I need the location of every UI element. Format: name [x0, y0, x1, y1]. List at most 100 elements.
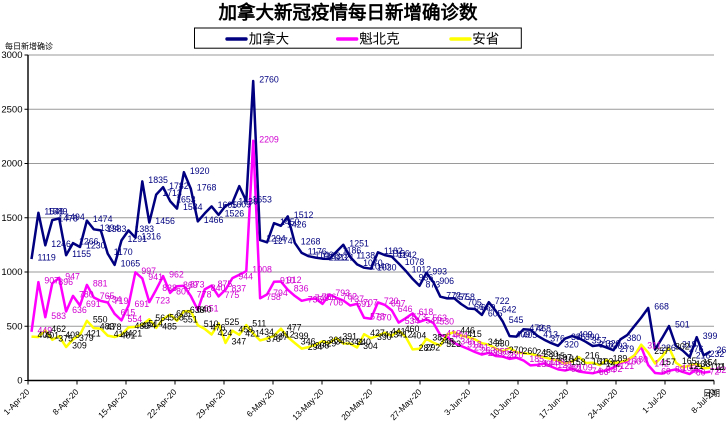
svg-text:875: 875 [218, 279, 233, 289]
svg-text:873: 873 [426, 279, 441, 289]
svg-text:1030: 1030 [377, 262, 397, 272]
svg-text:719: 719 [114, 296, 129, 306]
svg-text:323: 323 [446, 339, 461, 349]
svg-text:640: 640 [197, 305, 212, 315]
svg-text:545: 545 [509, 315, 524, 325]
svg-text:404: 404 [412, 330, 427, 340]
svg-text:941: 941 [148, 272, 163, 282]
svg-text:267: 267 [717, 345, 726, 355]
svg-text:1835: 1835 [148, 175, 168, 185]
svg-text:944: 944 [238, 272, 253, 282]
svg-text:158: 158 [571, 357, 586, 367]
svg-text:415: 415 [467, 329, 482, 339]
svg-text:1512: 1512 [294, 210, 314, 220]
svg-text:魁北克: 魁北克 [359, 32, 400, 47]
svg-text:424: 424 [218, 328, 233, 338]
svg-text:723: 723 [155, 296, 170, 306]
svg-text:707: 707 [363, 297, 378, 307]
svg-text:180: 180 [633, 355, 648, 365]
svg-text:安省: 安省 [472, 32, 499, 47]
svg-text:1008: 1008 [252, 265, 272, 275]
svg-text:1500: 1500 [1, 213, 22, 224]
svg-text:778: 778 [197, 290, 212, 300]
svg-text:907: 907 [44, 276, 59, 286]
svg-text:691: 691 [86, 299, 101, 309]
svg-text:330: 330 [495, 338, 510, 348]
svg-text:485: 485 [162, 322, 177, 332]
svg-text:376: 376 [550, 333, 565, 343]
svg-text:1526: 1526 [225, 209, 245, 219]
svg-text:1383: 1383 [107, 224, 127, 234]
svg-text:421: 421 [245, 328, 260, 338]
svg-text:1494: 1494 [65, 212, 85, 222]
svg-text:69: 69 [661, 367, 671, 377]
svg-text:583: 583 [51, 311, 66, 321]
svg-text:706: 706 [329, 298, 344, 308]
svg-text:302: 302 [675, 341, 690, 351]
svg-text:530: 530 [439, 317, 454, 327]
svg-text:157: 157 [661, 357, 676, 367]
svg-text:551: 551 [183, 314, 198, 324]
svg-text:1316: 1316 [141, 231, 161, 241]
svg-text:1584: 1584 [183, 202, 203, 212]
svg-text:881: 881 [93, 279, 108, 289]
svg-text:2500: 2500 [1, 105, 22, 116]
svg-text:1426: 1426 [287, 219, 307, 229]
svg-text:270: 270 [509, 345, 524, 355]
svg-text:906: 906 [439, 276, 454, 286]
svg-text:1119: 1119 [38, 253, 56, 263]
svg-text:837: 837 [232, 283, 247, 293]
svg-text:1274: 1274 [273, 236, 293, 246]
svg-text:636: 636 [72, 305, 87, 315]
svg-text:3000: 3000 [1, 50, 22, 61]
svg-text:605: 605 [488, 309, 503, 319]
svg-text:642: 642 [502, 304, 517, 314]
svg-text:691: 691 [135, 299, 150, 309]
svg-text:347: 347 [232, 337, 247, 347]
svg-text:1268: 1268 [301, 237, 321, 247]
svg-text:836: 836 [294, 283, 309, 293]
svg-text:780: 780 [79, 290, 94, 300]
svg-text:292: 292 [426, 342, 441, 352]
svg-text:1251: 1251 [349, 238, 369, 248]
svg-text:947: 947 [65, 271, 80, 281]
svg-text:1466: 1466 [204, 215, 224, 225]
svg-text:1456: 1456 [155, 216, 175, 226]
svg-text:2209: 2209 [259, 134, 279, 144]
svg-text:962: 962 [169, 270, 184, 280]
svg-text:1170: 1170 [114, 247, 133, 257]
svg-text:380: 380 [627, 333, 642, 343]
svg-text:1768: 1768 [197, 182, 217, 192]
svg-text:500: 500 [7, 321, 23, 332]
svg-text:260: 260 [523, 346, 538, 356]
svg-text:2760: 2760 [259, 75, 279, 85]
svg-text:1782: 1782 [169, 181, 189, 191]
svg-text:日期: 日期 [703, 388, 720, 398]
svg-text:304: 304 [363, 341, 378, 351]
svg-text:525: 525 [225, 317, 240, 327]
svg-text:1920: 1920 [190, 166, 210, 176]
svg-text:838: 838 [162, 283, 177, 293]
svg-text:加拿大: 加拿大 [249, 31, 290, 47]
svg-text:570: 570 [377, 312, 392, 322]
svg-text:加拿大新冠疫情每日新增确诊数: 加拿大新冠疫情每日新增确诊数 [217, 2, 478, 23]
svg-text:794: 794 [273, 288, 288, 298]
svg-text:279: 279 [620, 344, 635, 354]
svg-text:668: 668 [654, 302, 669, 312]
svg-text:1653: 1653 [252, 195, 272, 205]
svg-text:408: 408 [65, 330, 80, 340]
svg-text:1000: 1000 [1, 267, 22, 278]
svg-text:257: 257 [654, 346, 669, 356]
svg-text:118: 118 [717, 361, 726, 371]
svg-text:646: 646 [398, 304, 413, 314]
svg-text:0: 0 [17, 376, 22, 387]
svg-text:189: 189 [613, 354, 628, 364]
svg-text:399: 399 [703, 331, 718, 341]
svg-text:501: 501 [675, 320, 690, 330]
svg-text:1246: 1246 [51, 239, 71, 249]
svg-text:1065: 1065 [121, 259, 141, 269]
svg-text:421: 421 [86, 328, 101, 338]
svg-text:2000: 2000 [1, 159, 22, 170]
svg-text:1230: 1230 [86, 241, 106, 251]
svg-text:873: 873 [190, 279, 205, 289]
